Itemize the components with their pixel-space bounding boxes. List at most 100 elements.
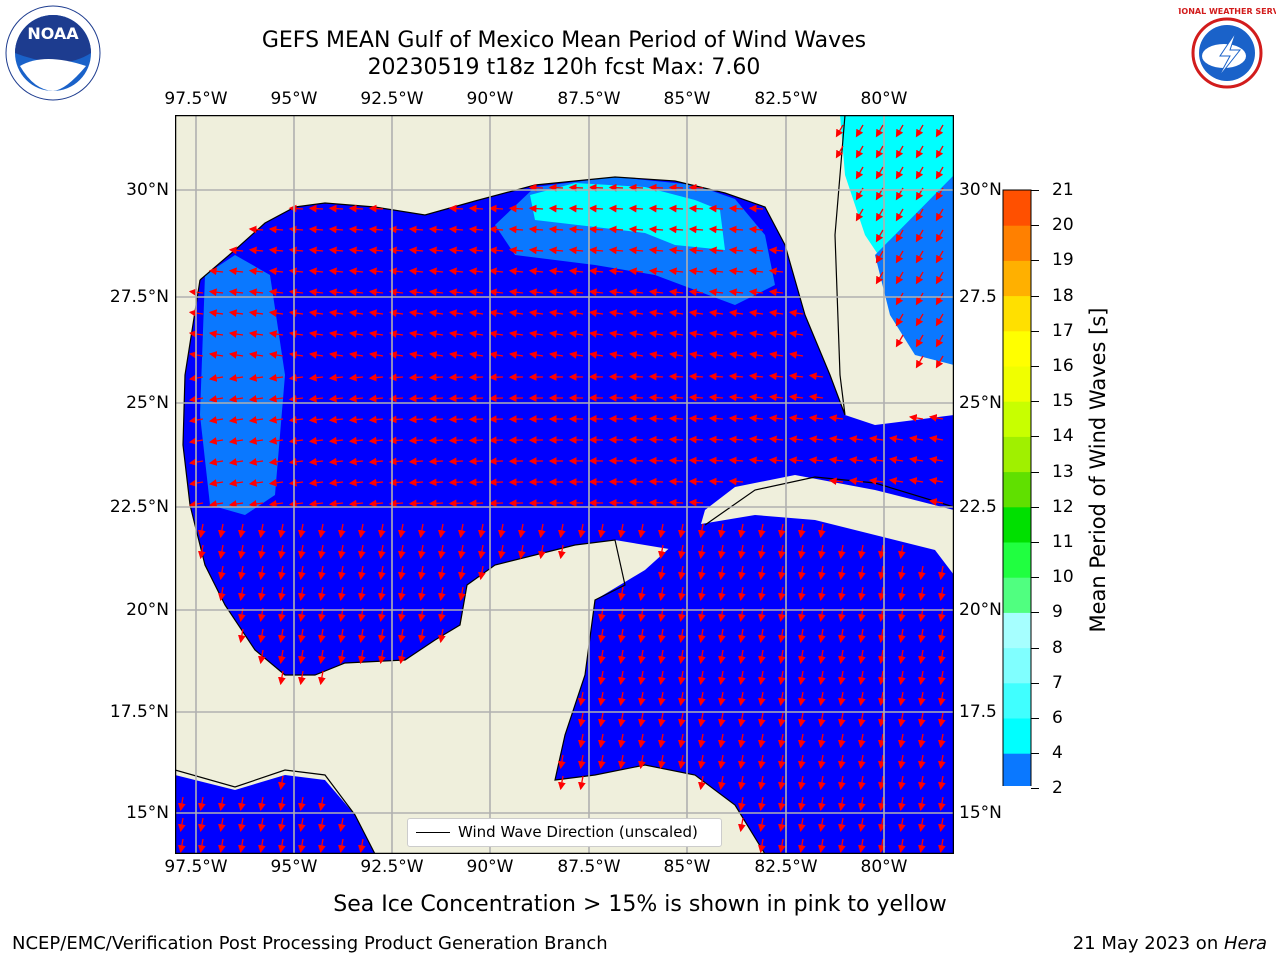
- wind-wave-arrow: [278, 796, 286, 812]
- wind-wave-arrow: [408, 394, 424, 403]
- wind-wave-arrow: [728, 435, 744, 444]
- wind-wave-arrow: [875, 229, 884, 243]
- wind-wave-arrow: [548, 225, 564, 234]
- wind-wave-arrow: [448, 330, 464, 338]
- wind-wave-arrow: [438, 628, 446, 644]
- wind-wave-arrow: [598, 712, 606, 728]
- wind-wave-arrow: [198, 796, 206, 812]
- wind-wave-arrow: [208, 416, 224, 424]
- wind-wave-arrow: [898, 733, 906, 749]
- wind-wave-arrow: [598, 670, 606, 686]
- wind-wave-arrow: [348, 436, 364, 445]
- wind-wave-arrow: [238, 817, 246, 833]
- wind-wave-arrow: [898, 691, 906, 707]
- wind-wave-arrow: [588, 309, 604, 318]
- wind-wave-arrow: [328, 394, 344, 403]
- wind-wave-arrow: [208, 288, 224, 297]
- wind-wave-arrow: [208, 351, 224, 359]
- wind-wave-arrow: [488, 309, 504, 318]
- wind-wave-arrow: [418, 565, 426, 581]
- wind-wave-arrow: [738, 586, 746, 602]
- wind-wave-arrow: [698, 691, 706, 707]
- wind-wave-arrow: [878, 565, 886, 581]
- colorbar-tick-label: 16: [1052, 356, 1074, 376]
- wind-wave-arrow: [718, 649, 726, 665]
- wind-wave-arrow: [398, 544, 406, 560]
- wind-wave-arrow: [895, 208, 904, 222]
- wind-wave-arrow: [768, 351, 784, 359]
- wind-wave-arrow: [908, 435, 924, 443]
- noaa-logo-icon: NOAA: [4, 4, 102, 102]
- wind-wave-arrow: [938, 586, 946, 602]
- wind-wave-arrow: [678, 733, 686, 749]
- wind-wave-arrow: [648, 309, 664, 318]
- wind-wave-arrow: [798, 544, 806, 560]
- wind-wave-arrow: [875, 145, 884, 159]
- sea-ice-caption: Sea Ice Concentration > 15% is shown in …: [333, 892, 947, 917]
- wind-wave-arrow: [928, 498, 944, 506]
- colorbar-tick-mark: [1031, 647, 1039, 649]
- wind-wave-arrow: [268, 225, 284, 234]
- wind-wave-arrow: [718, 691, 726, 707]
- colorbar-tick-mark: [1031, 506, 1039, 508]
- wind-wave-arrow: [628, 288, 644, 297]
- wind-wave-arrow: [738, 775, 746, 791]
- wind-wave-arrow: [478, 565, 486, 581]
- wind-wave-arrow: [328, 457, 344, 466]
- wind-wave-arrow: [748, 204, 764, 213]
- wind-wave-arrow: [308, 436, 324, 445]
- wind-wave-arrow: [758, 628, 766, 644]
- wind-wave-arrow: [448, 204, 464, 213]
- wind-wave-arrow: [228, 374, 244, 382]
- colorbar-tick-mark: [1031, 366, 1039, 367]
- wind-wave-arrow: [738, 733, 746, 749]
- wind-wave-arrow: [858, 733, 866, 749]
- wind-wave-arrow: [718, 733, 726, 749]
- wind-wave-arrow: [918, 565, 926, 581]
- wind-wave-arrow: [778, 733, 786, 749]
- wind-wave-arrow: [358, 649, 366, 665]
- wind-wave-arrow: [878, 754, 886, 770]
- wind-wave-arrow: [288, 373, 304, 382]
- wind-wave-arrow: [738, 796, 746, 812]
- wind-wave-arrow: [558, 523, 566, 539]
- wind-wave-arrow: [898, 838, 906, 854]
- wind-wave-arrow: [688, 183, 704, 192]
- wind-wave-arrow: [358, 838, 366, 854]
- wind-wave-arrow: [778, 817, 786, 833]
- wind-wave-arrow: [748, 393, 764, 402]
- wind-wave-arrow: [818, 670, 826, 686]
- colorbar-tick-label: 11: [1052, 532, 1074, 552]
- wind-wave-arrow: [778, 523, 786, 539]
- wind-wave-arrow: [748, 267, 764, 276]
- wind-wave-arrow: [875, 271, 884, 285]
- colorbar-tick-label: 8: [1052, 637, 1063, 658]
- wind-wave-arrow: [248, 288, 264, 297]
- wind-wave-arrow: [508, 204, 524, 213]
- wind-wave-arrow: [638, 670, 646, 686]
- wind-wave-arrow: [608, 330, 624, 338]
- wind-wave-arrow: [898, 817, 906, 833]
- colorbar-segment: [1003, 401, 1031, 437]
- wind-wave-arrow: [298, 670, 306, 686]
- wind-wave-arrow: [448, 351, 464, 359]
- wind-wave-arrow: [708, 456, 724, 465]
- y-tick-label-left: 17.5°N: [109, 702, 169, 722]
- wind-wave-arrow: [708, 330, 724, 338]
- wind-wave-arrow: [308, 373, 324, 382]
- wind-wave-arrow: [298, 649, 306, 665]
- wind-wave-arrow: [688, 414, 704, 423]
- wind-wave-arrow: [588, 288, 604, 297]
- wind-wave-arrow: [668, 204, 684, 213]
- y-tick-label-right: 15°N: [959, 803, 1002, 823]
- wind-wave-arrow: [218, 817, 226, 833]
- wind-wave-arrow: [628, 351, 644, 359]
- wind-wave-arrow: [748, 309, 764, 318]
- wind-wave-arrow: [898, 586, 906, 602]
- wind-wave-arrow: [918, 691, 926, 707]
- y-tick-label-right: 22.5: [959, 497, 997, 517]
- wind-wave-arrow: [268, 267, 284, 276]
- wind-wave-arrow: [638, 649, 646, 665]
- wind-wave-arrow: [428, 478, 444, 487]
- colorbar-tick-label: 10: [1052, 567, 1074, 588]
